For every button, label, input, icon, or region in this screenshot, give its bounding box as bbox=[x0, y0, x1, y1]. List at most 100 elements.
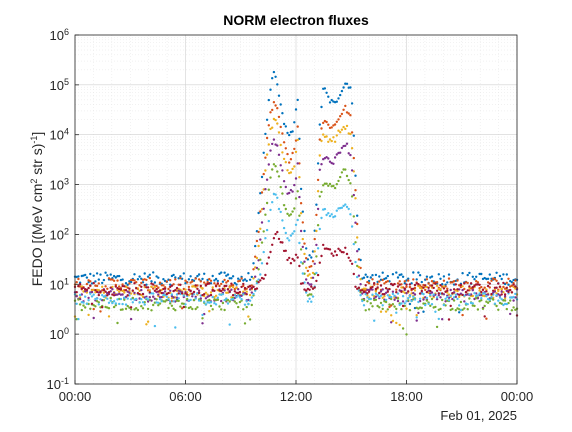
data-point bbox=[383, 293, 386, 296]
data-point bbox=[272, 70, 276, 74]
data-point bbox=[471, 302, 474, 305]
data-point bbox=[488, 286, 491, 289]
data-point bbox=[398, 283, 401, 286]
data-point bbox=[476, 297, 480, 300]
y-axis-label-suffix: ] bbox=[29, 132, 45, 136]
data-point bbox=[345, 111, 349, 114]
data-point bbox=[282, 122, 286, 126]
data-point bbox=[84, 295, 87, 298]
y-tick-base: 10 bbox=[50, 128, 64, 143]
data-point bbox=[269, 111, 272, 114]
data-point bbox=[281, 241, 284, 244]
data-point bbox=[485, 300, 488, 303]
data-point bbox=[308, 288, 311, 291]
data-point bbox=[138, 284, 141, 287]
data-point bbox=[204, 291, 208, 294]
data-point bbox=[170, 284, 174, 287]
data-point bbox=[503, 299, 507, 302]
data-point bbox=[153, 289, 157, 292]
data-point bbox=[248, 299, 252, 302]
data-point bbox=[344, 127, 347, 131]
data-point bbox=[308, 297, 311, 300]
data-point bbox=[118, 290, 121, 293]
data-point bbox=[376, 283, 379, 286]
data-point bbox=[322, 184, 325, 187]
data-point bbox=[367, 290, 371, 293]
data-point bbox=[271, 201, 274, 204]
data-point bbox=[335, 183, 338, 186]
data-point bbox=[291, 257, 294, 261]
data-point bbox=[485, 288, 488, 291]
data-point bbox=[486, 277, 490, 280]
data-point bbox=[502, 281, 505, 285]
data-point bbox=[299, 202, 303, 205]
data-point bbox=[366, 294, 369, 297]
data-point bbox=[340, 89, 344, 93]
data-point bbox=[220, 282, 223, 286]
data-point bbox=[505, 302, 508, 306]
data-point bbox=[434, 293, 437, 296]
data-point bbox=[444, 283, 447, 286]
data-point bbox=[471, 289, 474, 292]
data-point bbox=[296, 190, 299, 193]
data-point bbox=[388, 305, 391, 309]
data-point bbox=[140, 298, 143, 301]
data-point bbox=[255, 239, 259, 243]
data-point bbox=[498, 274, 502, 278]
data-point bbox=[167, 287, 170, 291]
data-point bbox=[318, 123, 321, 126]
data-point bbox=[366, 296, 369, 299]
data-point bbox=[379, 294, 383, 297]
data-point bbox=[447, 273, 451, 276]
data-point bbox=[347, 178, 350, 182]
data-point bbox=[99, 298, 102, 301]
data-point bbox=[441, 318, 444, 321]
data-point bbox=[118, 285, 121, 288]
data-point bbox=[313, 286, 316, 289]
data-point bbox=[293, 207, 296, 210]
data-point bbox=[157, 286, 160, 289]
data-point bbox=[114, 302, 118, 305]
data-point bbox=[160, 291, 163, 295]
data-point bbox=[417, 300, 420, 304]
data-point bbox=[396, 299, 400, 303]
data-point bbox=[276, 107, 279, 110]
data-point bbox=[339, 131, 342, 134]
data-point bbox=[121, 289, 124, 293]
data-point bbox=[99, 290, 102, 294]
data-point bbox=[294, 108, 298, 111]
y-tick-label: 104 bbox=[50, 127, 69, 143]
data-point bbox=[284, 207, 287, 211]
data-point bbox=[354, 221, 357, 224]
data-point bbox=[325, 182, 328, 185]
data-point bbox=[150, 285, 153, 288]
data-point bbox=[315, 255, 318, 258]
data-point bbox=[395, 291, 398, 294]
data-point bbox=[257, 268, 260, 271]
data-point bbox=[359, 283, 362, 286]
data-point bbox=[342, 251, 345, 254]
data-point bbox=[318, 227, 321, 231]
data-point bbox=[466, 303, 469, 306]
data-point bbox=[191, 280, 194, 283]
data-point bbox=[199, 280, 202, 283]
data-point bbox=[169, 300, 172, 303]
data-point bbox=[201, 287, 204, 290]
data-point bbox=[412, 271, 415, 274]
data-point bbox=[447, 293, 451, 296]
data-point bbox=[310, 276, 313, 280]
data-point bbox=[378, 295, 381, 298]
data-point bbox=[410, 299, 413, 303]
data-point bbox=[512, 306, 515, 309]
data-point bbox=[497, 299, 500, 302]
data-point bbox=[449, 304, 452, 308]
data-point bbox=[111, 288, 114, 291]
data-point bbox=[461, 293, 464, 297]
data-point bbox=[386, 294, 389, 297]
data-point bbox=[391, 292, 395, 296]
data-point bbox=[92, 304, 95, 307]
data-point bbox=[279, 185, 282, 189]
data-point bbox=[417, 284, 420, 288]
data-point bbox=[303, 242, 306, 245]
data-point bbox=[228, 286, 231, 289]
